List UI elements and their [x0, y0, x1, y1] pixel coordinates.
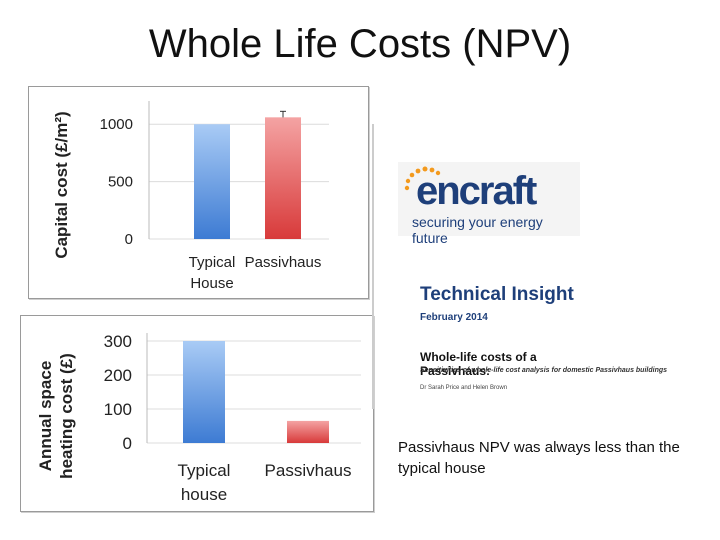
report-cover: Technical Insight February 2014 Whole-li… [405, 268, 667, 403]
vertical-divider [372, 124, 374, 409]
report-heading: Technical Insight [420, 284, 574, 305]
capital-cost-y-title: Capital cost (£/m²) [52, 111, 71, 258]
heating-bar-typical-house [183, 341, 225, 443]
capital-y-tick-label: 500 [108, 174, 133, 191]
capital-category-label: Passivhaus [245, 254, 322, 271]
capital-cost-chart: Capital cost (£/m²) 0 500 1000 Typical House… [28, 86, 369, 299]
conclusion-caption: Passivhaus NPV was always less than the … [398, 439, 680, 477]
slide-title: Whole Life Costs (NPV) [148, 22, 572, 66]
report-subtitle: Sensitivities of whole-life cost analysi… [420, 367, 668, 374]
heating-category-label: Typical house [178, 461, 231, 504]
capital-y-tick-label: 1000 [100, 116, 133, 133]
capital-cost-chart-svg: Capital cost (£/m²) 0 500 1000 Typical House… [52, 101, 329, 292]
heating-cost-y-title: Annual space heating cost (£) [36, 353, 76, 479]
capital-bar-typical-house [194, 124, 230, 239]
capital-bar-passivhaus [265, 117, 301, 239]
logo-tagline: securing your energy future [412, 214, 543, 246]
capital-y-tick-label: 0 [125, 231, 133, 248]
heating-y-tick-label: 300 [104, 332, 132, 351]
heating-cost-chart: Annual space heating cost (£) 0 100 200 300 Ty… [20, 315, 374, 512]
logo-dots-icon [404, 166, 441, 191]
heating-cost-chart-svg: Annual space heating cost (£) 0 100 200 300 Ty… [36, 332, 361, 504]
report-authors: Dr Sarah Price and Helen Brown [420, 385, 508, 391]
heating-bar-passivhaus [287, 420, 329, 443]
heating-y-tick-label: 0 [123, 434, 132, 453]
report-date: February 2014 [420, 312, 488, 323]
heating-y-tick-label: 200 [104, 366, 132, 385]
logo-wordmark: encraft [416, 169, 537, 213]
heating-category-label: Passivhaus [265, 461, 352, 480]
report-title: Whole-life costs of a Passivhaus: [420, 350, 537, 378]
heating-y-tick-label: 100 [104, 400, 132, 419]
capital-category-label: Typical House [189, 254, 236, 292]
encraft-logo: encraft securing your energy future [398, 162, 580, 246]
